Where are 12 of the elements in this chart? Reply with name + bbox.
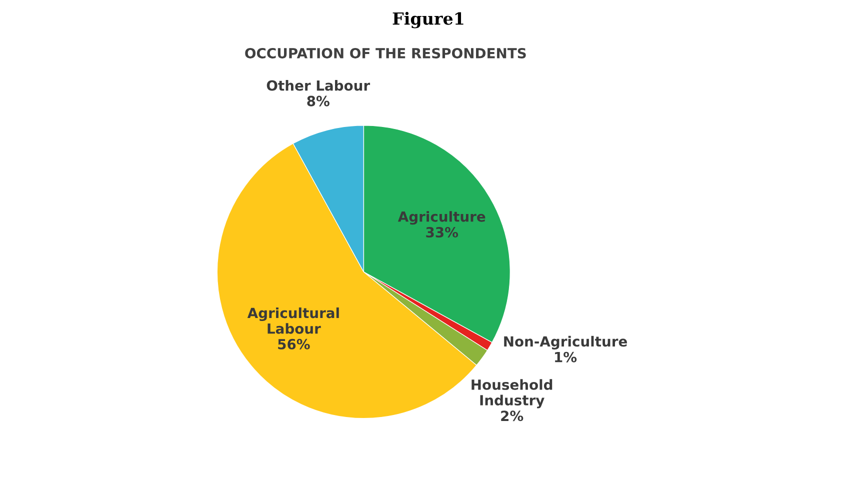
slice-label: Agriculture xyxy=(398,211,486,225)
chart-subtitle: OCCUPATION OF THE RESPONDENTS xyxy=(245,48,526,58)
data-label: 8% xyxy=(307,96,330,106)
data-label: 56% xyxy=(278,338,310,350)
data-label: 33% xyxy=(426,227,458,238)
slice-label: Household Industry xyxy=(472,379,552,408)
slice-label: Non-Agriculture xyxy=(504,336,627,350)
slice-label: Other Labour xyxy=(266,80,370,91)
data-label: 2% xyxy=(501,410,524,422)
slice-label: Agricultural Labour xyxy=(247,307,339,334)
data-label: 1% xyxy=(555,352,577,362)
chart-title: Figure1 xyxy=(392,12,464,28)
